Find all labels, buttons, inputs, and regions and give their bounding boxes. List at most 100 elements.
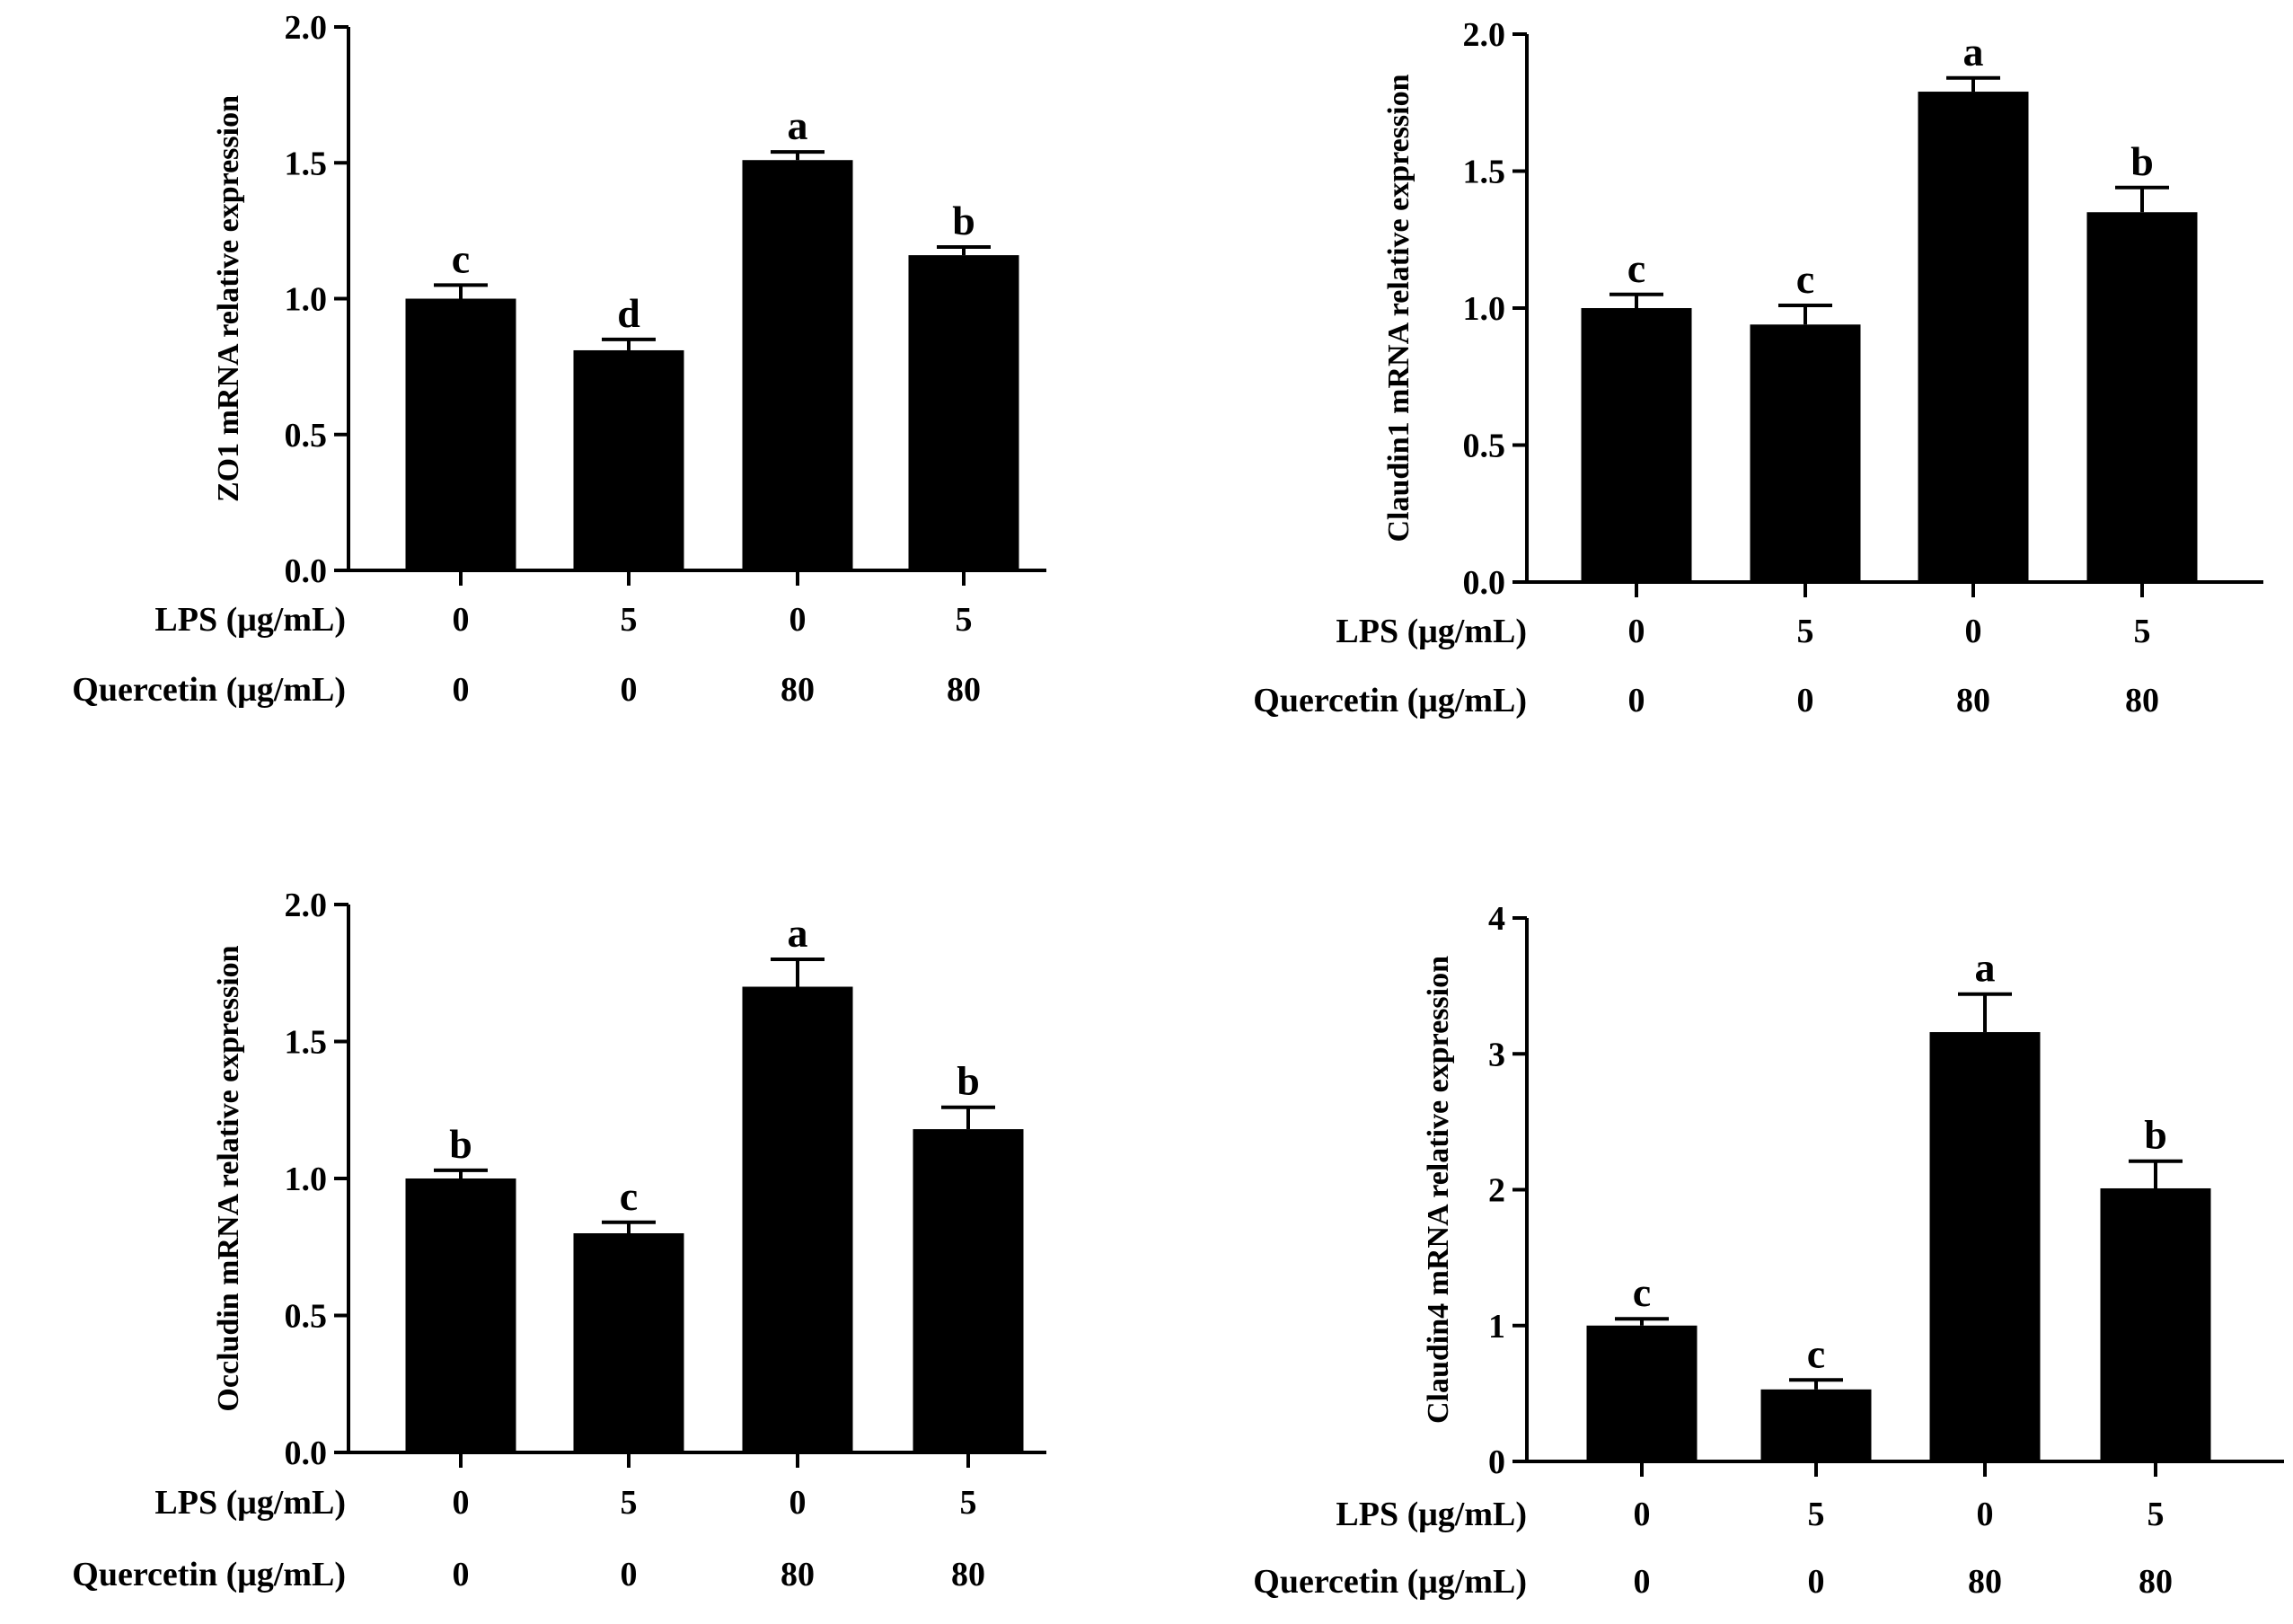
bar <box>2086 212 2198 582</box>
condition-value: 0 <box>453 1556 470 1593</box>
condition-value: 5 <box>1808 1496 1825 1533</box>
condition-value: 0 <box>1797 682 1814 719</box>
condition-value: 0 <box>621 1556 638 1593</box>
condition-label: LPS (μg/mL) <box>154 601 346 639</box>
bar <box>742 160 853 570</box>
y-axis-title: Claudin1 mRNA relative expression <box>1382 74 1415 542</box>
condition-value: 0 <box>1634 1563 1651 1601</box>
y-tick-label: 0.0 <box>1463 564 1506 602</box>
significance-letter: b <box>957 1058 980 1104</box>
condition-value: 0 <box>789 1484 807 1522</box>
condition-value: 80 <box>1956 682 1990 719</box>
y-tick-label: 0.5 <box>1463 428 1506 465</box>
significance-letter: a <box>788 102 808 148</box>
condition-value: 5 <box>960 1484 977 1522</box>
chart-zo1: 0.0 0.5 1.0 1.5 2.0 ZO1 mRNA relative express… <box>72 9 1046 709</box>
y-tick-label: 0.5 <box>285 1298 328 1336</box>
bar <box>2100 1187 2211 1461</box>
condition-value: 0 <box>1808 1563 1825 1601</box>
bar <box>405 298 516 570</box>
condition-value: 0 <box>1634 1496 1651 1533</box>
condition-value: 0 <box>1628 613 1645 650</box>
y-tick-label: 2 <box>1488 1172 1505 1210</box>
condition-value: 5 <box>621 1484 638 1522</box>
condition-value: 80 <box>781 671 815 709</box>
condition-value: 80 <box>947 671 981 709</box>
condition-value: 0 <box>789 601 807 639</box>
significance-letter: c <box>1807 1330 1825 1376</box>
y-tick-label: 1.5 <box>285 145 328 182</box>
y-tick-label: 0.0 <box>285 1434 328 1472</box>
condition-value: 5 <box>2134 613 2151 650</box>
significance-letter: c <box>1796 256 1814 302</box>
y-tick-label: 4 <box>1488 900 1505 938</box>
condition-label: Quercetin (μg/mL) <box>1253 682 1527 719</box>
y-tick-label: 0 <box>1488 1443 1505 1481</box>
y-axis-title: Occludin mRNA relative expression <box>212 945 245 1411</box>
condition-value: 0 <box>1965 613 1982 650</box>
bar <box>573 1233 684 1452</box>
condition-value: 5 <box>956 601 973 639</box>
bar <box>1750 324 1861 582</box>
significance-letter: a <box>1963 29 1984 75</box>
significance-letter: c <box>1627 245 1645 291</box>
condition-value: 5 <box>1797 613 1814 650</box>
bar <box>742 986 853 1452</box>
condition-label: LPS (μg/mL) <box>1336 613 1527 650</box>
chart-occludin: 0.0 0.5 1.0 1.5 2.0 Occludin mRNA relative ex… <box>72 887 1046 1593</box>
condition-value: 0 <box>1977 1496 1994 1533</box>
condition-value: 5 <box>621 601 638 639</box>
y-tick-label: 3 <box>1488 1036 1505 1073</box>
condition-value: 80 <box>781 1556 815 1593</box>
bar <box>1760 1389 1872 1461</box>
condition-value: 0 <box>1628 682 1645 719</box>
y-tick-label: 0.0 <box>285 552 328 590</box>
condition-value: 80 <box>1968 1563 2002 1601</box>
bar <box>1581 308 1692 582</box>
condition-label: Quercetin (μg/mL) <box>1253 1563 1527 1601</box>
significance-letter: b <box>952 198 975 243</box>
y-tick-label: 2.0 <box>285 9 328 47</box>
y-axis-title: Claudin4 mRNA relative expression <box>1422 956 1455 1424</box>
significance-letter: a <box>788 910 808 956</box>
chart-claudin1: 0.0 0.5 1.0 1.5 2.0 Claudin1 mRNA relative ex… <box>1253 16 2263 719</box>
bar <box>573 349 684 570</box>
condition-value: 0 <box>453 1484 470 1522</box>
y-tick-label: 2.0 <box>1463 16 1506 54</box>
condition-value: 0 <box>453 601 470 639</box>
significance-letter: c <box>452 235 470 281</box>
condition-value: 80 <box>951 1556 985 1593</box>
bar <box>1929 1032 2041 1461</box>
y-tick-label: 1.5 <box>285 1024 328 1062</box>
y-axis-title: ZO1 mRNA relative expression <box>212 95 245 502</box>
y-tick-label: 1.0 <box>285 1161 328 1198</box>
bar <box>908 255 1019 570</box>
significance-letter: a <box>1975 945 1996 991</box>
condition-label: Quercetin (μg/mL) <box>72 671 346 709</box>
y-tick-label: 2.0 <box>285 887 328 924</box>
condition-label: Quercetin (μg/mL) <box>72 1556 346 1593</box>
condition-label: LPS (μg/mL) <box>1336 1496 1527 1533</box>
significance-letter: c <box>620 1173 638 1219</box>
significance-letter: b <box>2144 1112 2167 1158</box>
condition-label: LPS (μg/mL) <box>154 1484 346 1522</box>
significance-letter: d <box>617 290 640 336</box>
condition-value: 80 <box>2125 682 2159 719</box>
y-tick-label: 1.0 <box>1463 290 1506 328</box>
significance-letter: b <box>2130 138 2154 184</box>
bar <box>913 1129 1024 1452</box>
chart-claudin4: 0 1 2 3 4 Claudin4 mRNA relative expression c c… <box>1253 900 2284 1601</box>
bar <box>1918 92 2029 583</box>
y-tick-label: 1.5 <box>1463 154 1506 191</box>
bar <box>1586 1325 1698 1461</box>
y-tick-label: 1.0 <box>285 281 328 319</box>
condition-value: 5 <box>2147 1496 2165 1533</box>
condition-value: 0 <box>453 671 470 709</box>
significance-letter: c <box>1633 1269 1651 1315</box>
condition-value: 80 <box>2139 1563 2173 1601</box>
y-tick-label: 0.5 <box>285 417 328 455</box>
condition-value: 0 <box>621 671 638 709</box>
significance-letter: b <box>449 1121 472 1167</box>
y-tick-label: 1 <box>1488 1308 1505 1346</box>
